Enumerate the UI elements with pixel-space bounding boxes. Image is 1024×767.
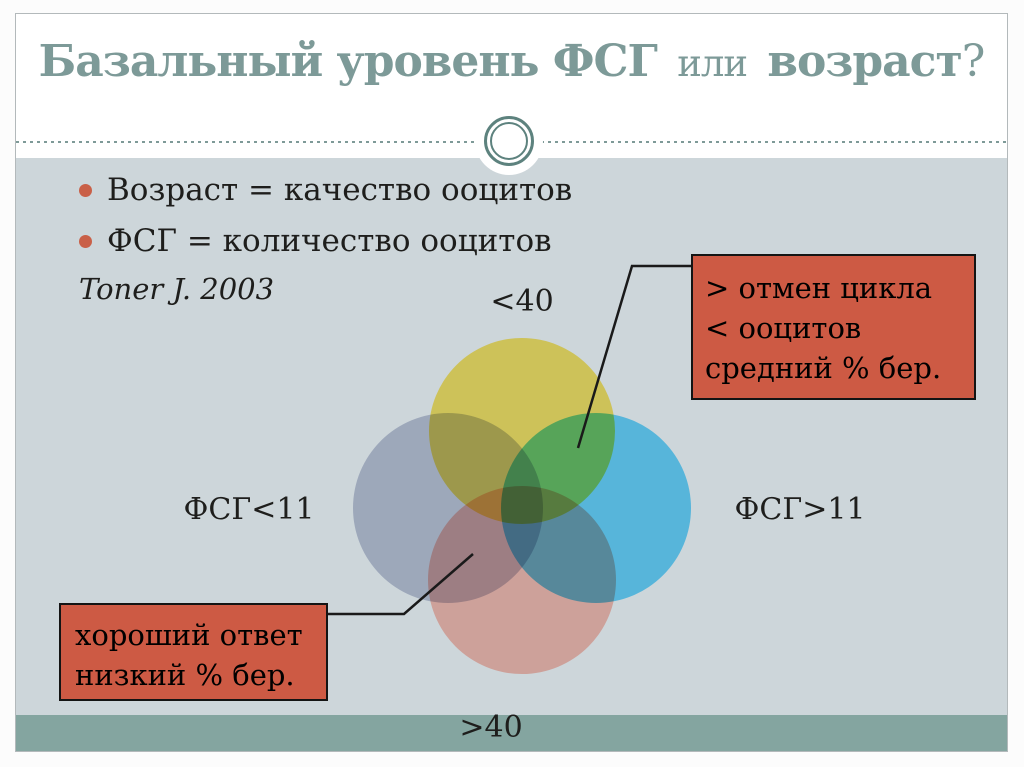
venn-label-top: <40 <box>490 284 554 319</box>
callout-line: хороший ответ <box>75 618 303 652</box>
venn-circle-age-over-40 <box>428 486 616 674</box>
title-question-mark: ? <box>961 36 986 87</box>
footer-band <box>16 715 1007 751</box>
venn-label-left: ФСГ<11 <box>183 492 315 527</box>
bullet-text: Возраст = качество ооцитов <box>107 172 573 208</box>
title-segment-main: Базальный уровень ФСГ <box>38 36 658 87</box>
bullet-dot-icon <box>79 234 92 248</box>
venn-label-right: ФСГ>11 <box>734 492 866 527</box>
callout-line: низкий % бер. <box>75 658 295 692</box>
bullet-item-age: Возраст = качество ооцитов <box>79 172 572 208</box>
venn-label-bottom: >40 <box>459 710 523 745</box>
divider-ornament-circle-icon <box>475 107 543 175</box>
bullet-item-fsh: ФСГ = количество ооцитов <box>79 223 552 259</box>
slide-title: Базальный уровень ФСГ или возраст? <box>16 36 1007 87</box>
callout-line: < ооцитов <box>705 311 862 345</box>
ornament-ring-inner <box>490 122 528 160</box>
bullet-dot-icon <box>79 183 92 197</box>
callout-bottom: хороший ответ низкий % бер. <box>59 603 328 701</box>
callout-top: > отмен цикла < ооцитов средний % бер. <box>691 254 976 400</box>
slide-canvas: Базальный уровень ФСГ или возраст? Возра… <box>15 13 1008 752</box>
callout-line: > отмен цикла <box>705 271 933 305</box>
title-segment-connector: или <box>677 42 748 85</box>
ornament-ring-outer <box>484 116 534 166</box>
title-segment-alt: возраст <box>767 36 962 87</box>
citation-text: Toner J. 2003 <box>79 272 275 306</box>
bullet-text: ФСГ = количество ооцитов <box>107 223 552 259</box>
callout-line: средний % бер. <box>705 351 942 385</box>
